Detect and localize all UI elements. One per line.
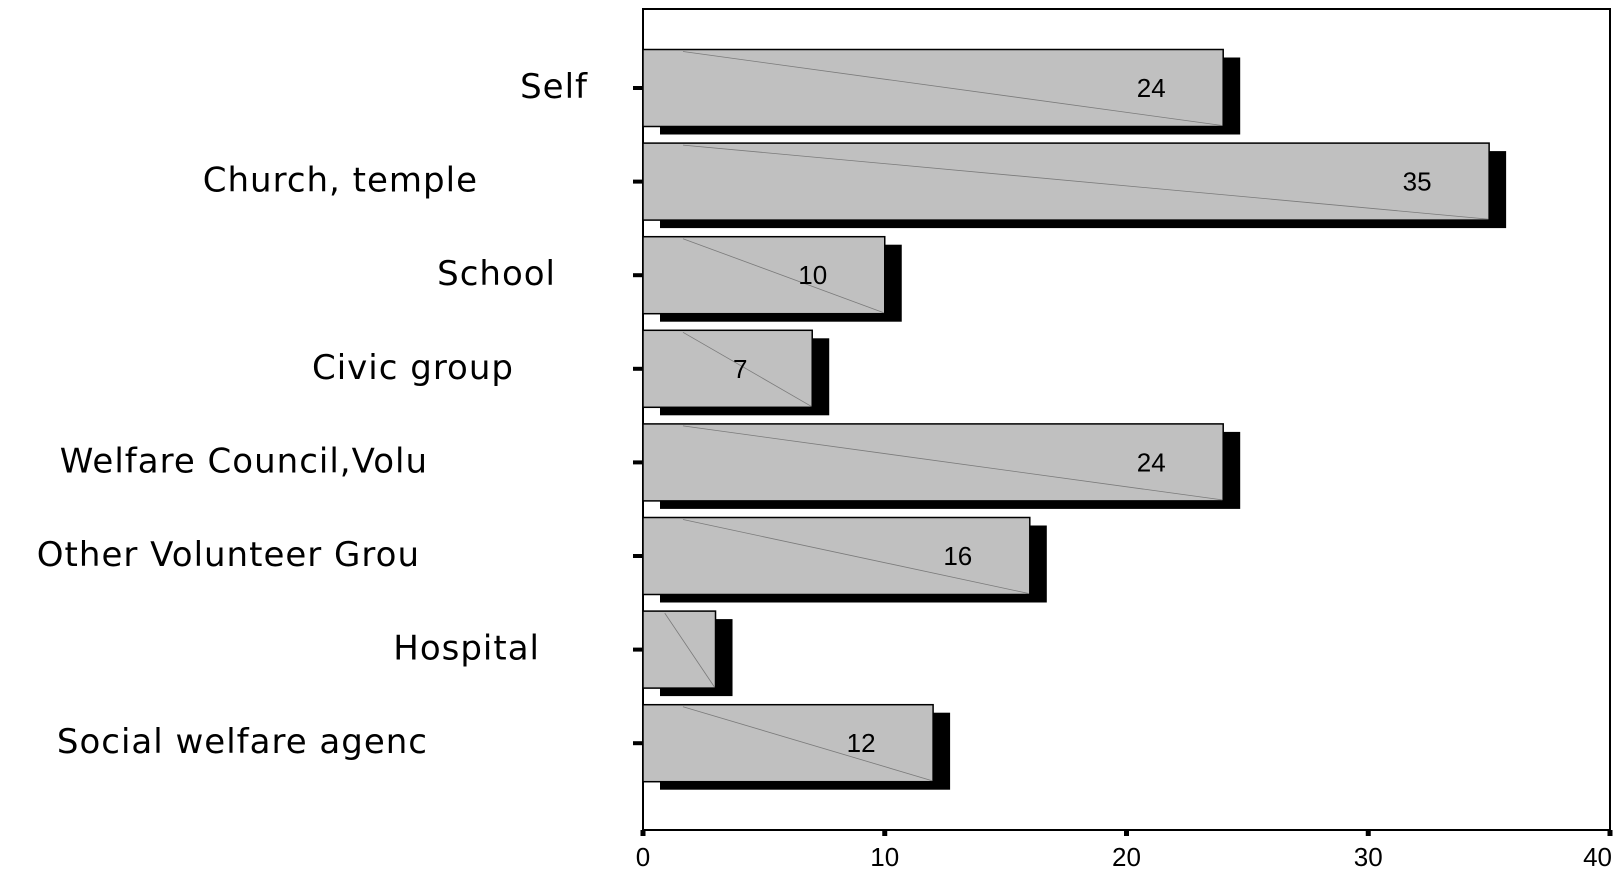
x-tick-label: 40 (1583, 842, 1612, 872)
bar-value-label: 24 (1137, 447, 1166, 477)
bar-diagonal-line (682, 331, 812, 407)
bar-value-label: 12 (847, 728, 876, 758)
bar-value-label: 24 (1137, 73, 1166, 103)
category-label: School (437, 254, 556, 294)
bar-diagonal-line (682, 238, 884, 314)
bar-7 (642, 703, 934, 783)
category-label: Other Volunteer Grou (37, 535, 420, 575)
bar-2 (642, 235, 886, 315)
bar-4 (642, 423, 1224, 502)
x-tick-label: 20 (1112, 842, 1141, 872)
category-label: Church, temple (203, 161, 478, 201)
bar-6 (642, 610, 717, 689)
bar-diagonal-line (682, 144, 1489, 220)
bar-diagonal-line (682, 425, 1223, 501)
bar-5 (642, 516, 1031, 596)
x-tick-label: 0 (636, 842, 650, 872)
bar-value-label: 16 (943, 541, 972, 571)
bar-3 (642, 329, 813, 409)
bar-value-label: 7 (733, 354, 747, 384)
x-tick-label: 10 (870, 842, 899, 872)
bar-diagonal-line (682, 51, 1223, 126)
bar-value-label: 10 (798, 260, 827, 290)
bar-value-label: 35 (1403, 167, 1432, 197)
category-label: Self (520, 67, 588, 107)
bar-1 (642, 142, 1490, 221)
category-label: Social welfare agenc (57, 722, 428, 762)
bar-0 (642, 48, 1224, 128)
bar-diagonal-line (682, 519, 1029, 594)
category-label: Hospital (393, 629, 540, 669)
category-label: Welfare Council,Volu (60, 441, 428, 481)
x-tick-label: 30 (1354, 842, 1383, 872)
bar-diagonal-line (664, 612, 715, 688)
category-label: Civic group (312, 348, 514, 388)
bar-diagonal-line (682, 706, 933, 782)
